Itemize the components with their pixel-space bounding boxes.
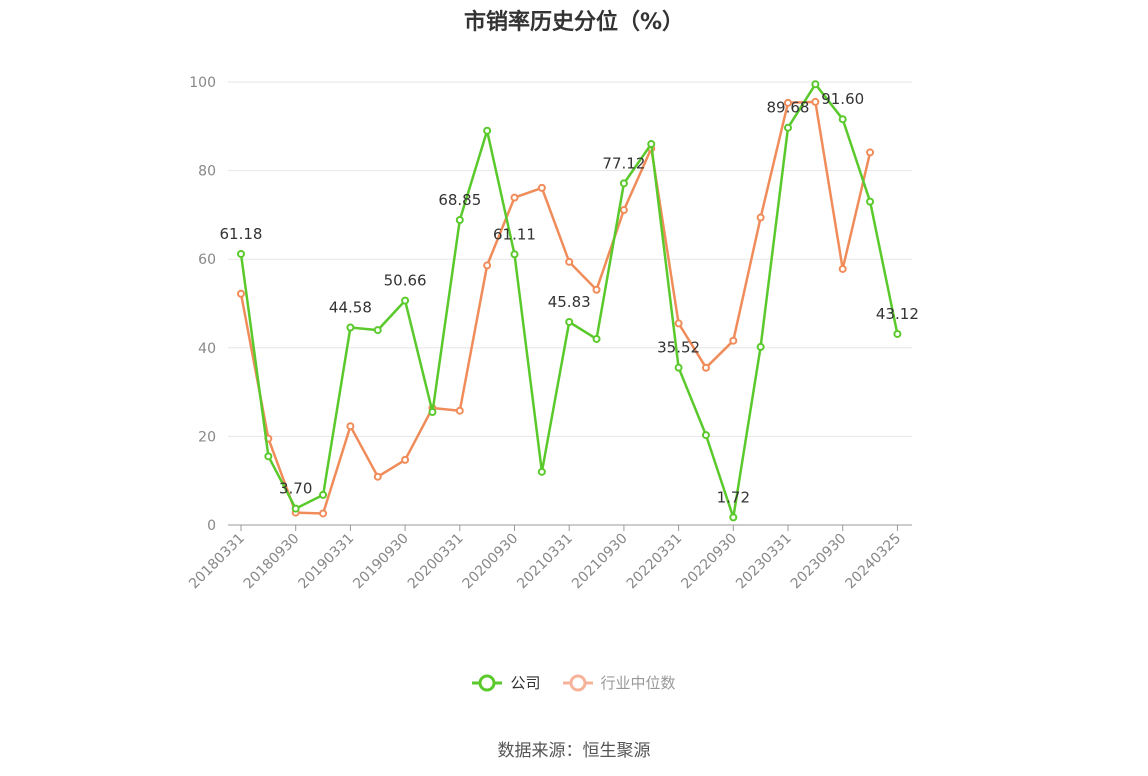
line-chart: 0 20 40 60 80 100 201803312018093020190331201…: [186, 75, 919, 593]
company-point: [373, 326, 382, 335]
legend: 公司 行业中位数: [0, 672, 1148, 693]
x-tick-label: 20190930: [350, 531, 412, 593]
legend-company-icon: [472, 674, 503, 691]
x-tick-label: 20210930: [569, 531, 631, 593]
industry-point: [455, 406, 464, 415]
company-point: [401, 296, 410, 305]
x-tick-label: 20180930: [241, 531, 303, 593]
industry-line: [239, 100, 872, 515]
x-tick-label: 20230331: [733, 531, 795, 593]
data-label: 3.70: [279, 480, 312, 498]
company-point: [237, 249, 245, 258]
x-tick-label: 20190331: [296, 531, 358, 593]
x-tick-label: 20210331: [514, 531, 576, 593]
data-label: 77.12: [602, 154, 645, 172]
company-point: [784, 123, 792, 132]
data-source: 数据来源：恒生聚源: [497, 741, 651, 761]
x-tick-label: 20220331: [624, 531, 686, 593]
industry-point: [537, 183, 546, 192]
data-label: 61.11: [493, 225, 536, 243]
company-point: [346, 323, 355, 332]
industry-point: [373, 472, 382, 481]
company-point: [866, 197, 875, 206]
company-point: [756, 342, 765, 351]
industry-point: [592, 285, 601, 294]
industry-point: [346, 422, 355, 431]
x-tick-label: 20220930: [678, 531, 740, 593]
company-point: [428, 408, 437, 417]
industry-point: [401, 455, 410, 464]
industry-point: [811, 97, 820, 106]
legend-industry-icon: [562, 674, 593, 691]
y-tick-label: 60: [198, 252, 216, 268]
data-label: 68.85: [438, 191, 481, 209]
y-tick-label: 20: [198, 429, 216, 445]
industry-point: [838, 264, 847, 273]
industry-point: [784, 98, 792, 107]
y-axis-ticks: 0 20 40 60 80 100: [189, 75, 216, 534]
y-tick-label: 0: [207, 518, 216, 534]
y-tick-label: 100: [189, 75, 216, 91]
company-point: [838, 115, 847, 124]
legend-label-company: 公司: [510, 674, 541, 692]
x-tick-label: 20200930: [460, 531, 522, 593]
x-tick-label: 20200331: [405, 531, 467, 593]
legend-item-company[interactable]: 公司: [472, 672, 541, 693]
y-tick-label: 80: [198, 164, 216, 180]
company-point: [811, 80, 820, 89]
industry-point: [510, 193, 519, 202]
company-point: [537, 467, 546, 476]
company-point: [565, 317, 574, 326]
industry-point: [319, 509, 328, 518]
company-point: [729, 513, 738, 522]
data-label: 43.12: [876, 305, 919, 323]
industry-point: [729, 336, 738, 345]
legend-item-industry[interactable]: 行业中位数: [562, 672, 676, 693]
chart-title: 市销率历史分位（%）: [463, 10, 685, 35]
data-label: 50.66: [384, 272, 427, 290]
industry-point: [237, 289, 245, 298]
company-point: [264, 452, 273, 461]
y-tick-label: 40: [198, 341, 216, 357]
company-point: [455, 215, 464, 224]
company-point: [319, 490, 328, 499]
x-tick-label: 20230930: [788, 531, 850, 593]
company-point: [674, 363, 683, 372]
industry-point: [756, 213, 765, 222]
data-label: 61.18: [220, 225, 263, 243]
data-label: 45.83: [548, 293, 591, 311]
company-point: [619, 179, 628, 188]
x-tick-label: 20180331: [186, 531, 248, 593]
series-company: [237, 80, 902, 522]
industry-point: [674, 319, 683, 328]
industry-point: [565, 257, 574, 266]
legend-label-industry: 行业中位数: [600, 674, 676, 692]
company-point: [510, 250, 519, 259]
company-point: [592, 334, 601, 343]
company-point: [701, 431, 710, 440]
industry-point: [483, 261, 492, 270]
x-axis: 2018033120180930201903312019093020200331…: [186, 524, 912, 593]
company-point: [893, 329, 902, 338]
data-label: 35.52: [657, 339, 700, 357]
data-label: 89.68: [767, 99, 810, 117]
data-labels: 61.18 3.70 44.58 50.66 68.85 61.11 45.83 77.12 3…: [220, 90, 919, 506]
company-point: [291, 504, 300, 513]
company-point: [647, 140, 656, 149]
industry-point: [701, 363, 710, 372]
company-point: [483, 126, 492, 135]
data-label: 1.72: [717, 488, 750, 506]
industry-point: [619, 206, 628, 215]
x-tick-label: 20240325: [843, 531, 905, 593]
industry-point: [866, 148, 875, 157]
data-label: 44.58: [329, 299, 372, 317]
data-label: 91.60: [821, 90, 864, 108]
